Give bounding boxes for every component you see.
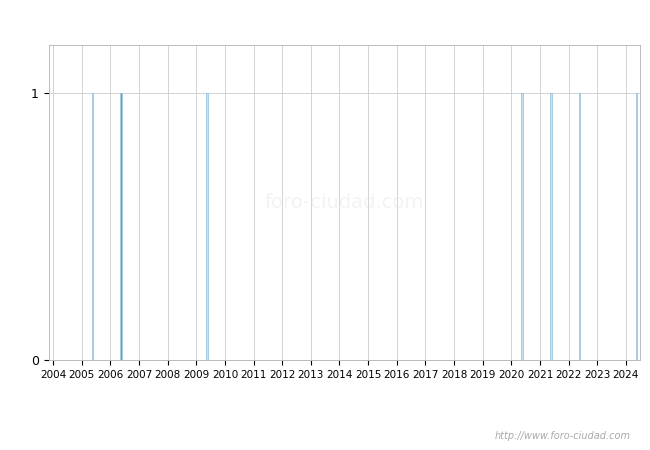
Bar	[92, 93, 93, 360]
Bar	[550, 93, 551, 360]
Text: Haza - Evolucion del Nº de Transacciones Inmobiliarias: Haza - Evolucion del Nº de Transacciones…	[125, 9, 525, 24]
Bar	[578, 93, 580, 360]
Text: foro-ciudad.com: foro-ciudad.com	[265, 193, 424, 212]
Bar	[521, 93, 523, 360]
Bar	[636, 93, 638, 360]
Bar	[120, 93, 122, 360]
Bar	[206, 93, 208, 360]
Bar	[121, 93, 122, 360]
Text: http://www.foro-ciudad.com: http://www.foro-ciudad.com	[495, 431, 630, 441]
